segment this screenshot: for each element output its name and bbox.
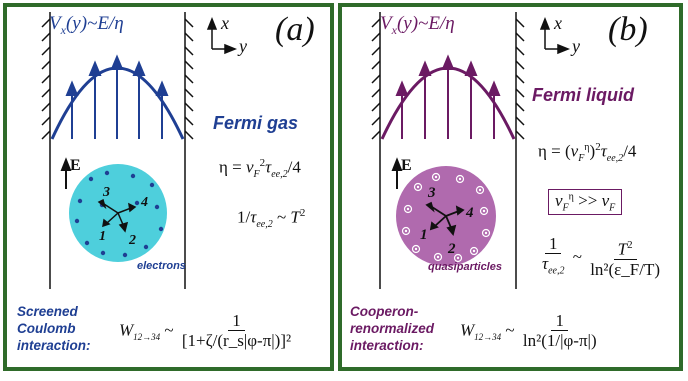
scattering-arrows <box>97 198 137 233</box>
flow-arrows <box>395 54 501 139</box>
particle-caption: electrons <box>137 260 186 272</box>
left-wall <box>371 12 381 289</box>
velocity-inequality-box: vFη >> vF <box>548 189 623 216</box>
axis-x-label: x <box>554 13 562 33</box>
fermi-gas-drawing <box>41 12 238 289</box>
panel-tag: (a) <box>275 11 315 48</box>
axes-icon <box>539 16 571 55</box>
field-label: E <box>401 157 412 174</box>
panel-tag: (b) <box>608 11 648 48</box>
viscosity-formula: η = vF2τee,2/4 <box>219 157 301 181</box>
left-wall <box>41 12 51 289</box>
axis-x-label: x <box>221 13 229 33</box>
particle-number-1: 1 <box>420 227 428 243</box>
particle-caption: quasiparticles <box>428 261 502 273</box>
relaxation-formula: 1/τee,2 ~ T2 <box>237 207 306 231</box>
interaction-formula: W12→34 ~ 1 [1+ζ/(r_s|φ-π|)]² <box>119 311 292 351</box>
relaxation-formula: 1 τee,2 ~ T2 ln²(ε_F/T) <box>542 234 661 280</box>
field-arrow <box>391 157 403 189</box>
particle-number-4: 4 <box>466 205 474 221</box>
flow-arrows <box>65 54 169 139</box>
panel-title: Fermi gas <box>213 113 299 133</box>
quasiparticle-dot-cores <box>404 175 488 260</box>
fermi-liquid-drawing <box>371 12 571 289</box>
field-arrow <box>60 157 72 189</box>
right-wall <box>184 12 194 289</box>
interaction-formula: W12→34 ~ 1 ln²(1/|φ-π|) <box>460 311 597 351</box>
interaction-label: Cooperon- renormalized interaction: <box>350 304 435 353</box>
particle-number-3: 3 <box>103 185 110 200</box>
panel-fermi-gas: Vx(y)~E/η x y (a) Fermi gas E 3 4 1 2 el… <box>3 3 334 371</box>
flow-velocity-label: Vx(y)~E/η <box>49 13 124 37</box>
particle-number-2: 2 <box>448 241 456 257</box>
particle-number-4: 4 <box>141 195 148 210</box>
panel-title: Fermi liquid <box>532 85 635 105</box>
flow-velocity-label: Vx(y)~E/η <box>380 13 455 37</box>
particle-number-1: 1 <box>99 229 106 244</box>
axes-icon <box>206 16 238 55</box>
right-wall <box>515 12 525 289</box>
axis-y-label: y <box>572 36 580 56</box>
quasiparticle-dots <box>401 172 491 263</box>
particle-number-3: 3 <box>428 185 436 201</box>
interaction-label: Screened Coulomb interaction: <box>17 304 91 353</box>
scattering-arrows <box>425 201 465 236</box>
panel-fermi-liquid: Vx(y)~E/η x y (b) Fermi liquid E 3 4 1 2… <box>338 3 683 371</box>
viscosity-formula: η = (vFη)2τee,2/4 <box>538 141 637 165</box>
particle-number-2: 2 <box>129 233 136 248</box>
axis-y-label: y <box>239 36 247 56</box>
field-label: E <box>70 157 81 174</box>
